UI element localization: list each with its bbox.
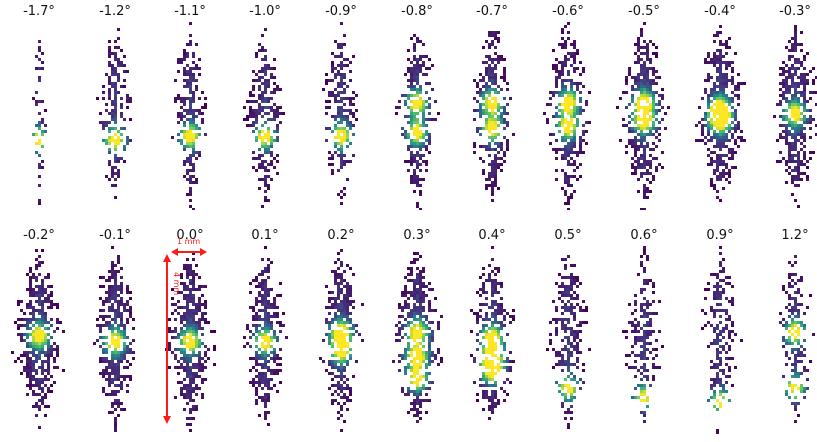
beam-panel: -0.7° bbox=[455, 4, 529, 210]
beam-profile-image bbox=[2, 246, 76, 434]
angle-label: 0.4° bbox=[455, 228, 529, 244]
beam-panel: 0.6° bbox=[607, 228, 681, 434]
beam-panel: -1.1° bbox=[153, 4, 227, 210]
angle-label: 0.5° bbox=[531, 228, 605, 244]
angle-label: -0.9° bbox=[304, 4, 378, 20]
angle-label: 0.9° bbox=[683, 228, 757, 244]
angle-label: -0.8° bbox=[380, 4, 454, 20]
angle-label: -1.0° bbox=[228, 4, 302, 20]
beam-profile-image bbox=[228, 246, 302, 434]
angle-label: -0.3° bbox=[758, 4, 817, 20]
beam-panel: -0.5° bbox=[607, 4, 681, 210]
beam-profile-image bbox=[683, 22, 757, 210]
angle-label: 0.2° bbox=[304, 228, 378, 244]
beam-panel: -0.8° bbox=[380, 4, 454, 210]
beam-profile-image bbox=[2, 22, 76, 210]
beam-profile-image bbox=[455, 22, 529, 210]
angle-label: -0.1° bbox=[78, 228, 152, 244]
beam-profile-image bbox=[78, 22, 152, 210]
beam-profile-image bbox=[380, 22, 454, 210]
beam-profile-image bbox=[78, 246, 152, 434]
beam-profile-image bbox=[228, 22, 302, 210]
angle-label: -0.5° bbox=[607, 4, 681, 20]
beam-profile-image bbox=[531, 246, 605, 434]
beam-profile-image bbox=[380, 246, 454, 434]
beam-panel: -0.2° bbox=[2, 228, 76, 434]
angle-label: -1.7° bbox=[2, 4, 76, 20]
beam-panel: 0.4° bbox=[455, 228, 529, 434]
beam-panel: 0.1° bbox=[228, 228, 302, 434]
angle-label: -0.2° bbox=[2, 228, 76, 244]
beam-panel: -0.9° bbox=[304, 4, 378, 210]
angle-label: 0.1° bbox=[228, 228, 302, 244]
angle-label: -1.2° bbox=[78, 4, 152, 20]
beam-profile-image bbox=[455, 246, 529, 434]
beam-profile-image bbox=[683, 246, 757, 434]
beam-panel: 0.2° bbox=[304, 228, 378, 434]
angle-label: 1.2° bbox=[758, 228, 817, 244]
beam-profile-image bbox=[607, 22, 681, 210]
beam-panel: 0.5° bbox=[531, 228, 605, 434]
beam-panel: -0.3° bbox=[758, 4, 817, 210]
scale-bar-vertical-label: 4 mm bbox=[172, 272, 181, 295]
angle-label: -0.6° bbox=[531, 4, 605, 20]
beam-panel: -1.0° bbox=[228, 4, 302, 210]
beam-panel: -0.6° bbox=[531, 4, 605, 210]
scale-bar-horizontal-label: 1 mm bbox=[177, 237, 200, 246]
scale-bar bbox=[153, 242, 213, 442]
beam-profile-image bbox=[153, 22, 227, 210]
beam-profile-image bbox=[304, 22, 378, 210]
beam-panel: -1.2° bbox=[78, 4, 152, 210]
angle-label: -0.4° bbox=[683, 4, 757, 20]
beam-panel: 0.3° bbox=[380, 228, 454, 434]
beam-panel: 0.9° bbox=[683, 228, 757, 434]
beam-panel: -1.7° bbox=[2, 4, 76, 210]
angle-label: -1.1° bbox=[153, 4, 227, 20]
beam-profile-image bbox=[758, 246, 817, 434]
angle-label: -0.7° bbox=[455, 4, 529, 20]
beam-profile-image bbox=[758, 22, 817, 210]
angle-label: 0.3° bbox=[380, 228, 454, 244]
beam-panel: 1.2° bbox=[758, 228, 817, 434]
beam-panel: -0.1° bbox=[78, 228, 152, 434]
beam-profile-image bbox=[531, 22, 605, 210]
beam-profile-image bbox=[304, 246, 378, 434]
beam-panel: -0.4° bbox=[683, 4, 757, 210]
angle-label: 0.6° bbox=[607, 228, 681, 244]
beam-profile-image bbox=[607, 246, 681, 434]
